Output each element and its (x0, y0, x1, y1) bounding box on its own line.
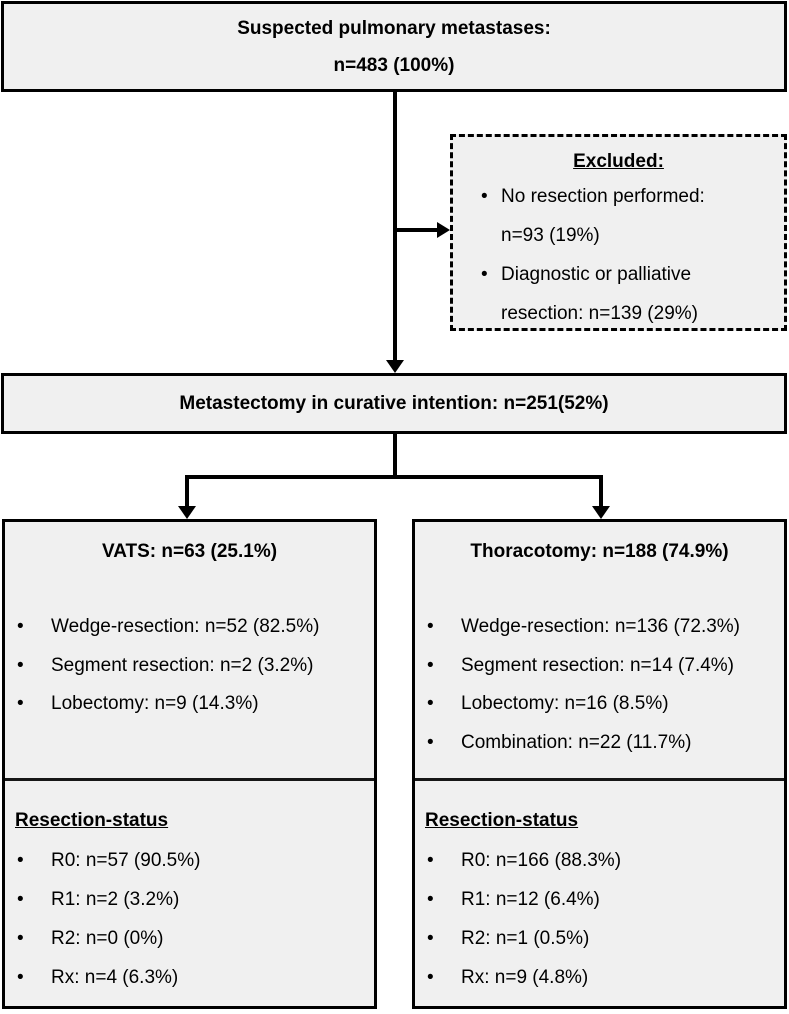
list-item-text: Wedge-resection: n=52 (82.5%) (51, 616, 320, 637)
list-item-text: R2: n=1 (0.5%) (461, 928, 590, 949)
list-item: • R2: n=1 (0.5%) (415, 919, 784, 958)
vats-status-list: • R0: n=57 (90.5%) • R1: n=2 (3.2%) • R2… (5, 841, 374, 997)
connector-top-to-middle (393, 91, 397, 361)
connector-middle-stem (393, 432, 397, 479)
list-item: • Segment resection: n=2 (3.2%) (5, 647, 374, 686)
thoracotomy-status-list: • R0: n=166 (88.3%) • R1: n=12 (6.4%) • … (415, 841, 784, 997)
bullet-icon: • (481, 264, 488, 285)
list-item-text: Lobectomy: n=9 (14.3%) (51, 693, 259, 714)
thoracotomy-resection-status-section: Resection-status • R0: n=166 (88.3%) • R… (415, 781, 784, 997)
excluded-item-text: Diagnostic or palliative resection: n=139… (501, 255, 698, 333)
excluded-item-text: No resection performed: n=93 (19%) (501, 177, 705, 255)
thoracotomy-box: Thoracotomy: n=188 (74.9%) • Wedge-resec… (412, 519, 787, 1009)
suspected-metastases-box: Suspected pulmonary metastases: n=483 (1… (1, 1, 787, 92)
vats-box: VATS: n=63 (25.1%) • Wedge-resection: n=… (2, 519, 377, 1009)
excluded-item-line2: n=93 (19%) (501, 225, 600, 246)
list-item-text: Segment resection: n=14 (7.4%) (461, 654, 735, 676)
bullet-icon: • (17, 616, 24, 637)
list-item-text: Wedge-resection: n=136 (72.3%) (461, 616, 741, 637)
list-item: • Wedge-resection: n=136 (72.3%) (415, 608, 784, 647)
list-item: • R2: n=0 (0%) (5, 919, 374, 958)
list-item: • Rx: n=4 (6.3%) (5, 958, 374, 997)
bullet-icon: • (481, 186, 488, 207)
excluded-item: • No resection performed: n=93 (19%) (453, 177, 784, 255)
list-item-text: Segment resection: n=2 (3.2%) (51, 654, 314, 676)
excluded-box: Excluded: • No resection performed: n=93 … (450, 134, 787, 331)
list-item: • R1: n=2 (3.2%) (5, 880, 374, 919)
metastectomy-box: Metastectomy in curative intention: n=25… (1, 373, 787, 434)
bullet-icon: • (17, 928, 24, 949)
thoracotomy-title: Thoracotomy: n=188 (74.9%) (470, 541, 729, 562)
arrowhead-down-icon (178, 506, 196, 519)
list-item: • Wedge-resection: n=52 (82.5%) (5, 608, 374, 647)
bullet-icon: • (427, 850, 434, 871)
list-item: • Lobectomy: n=16 (8.5%) (415, 685, 784, 724)
thoracotomy-procedure-list: • Wedge-resection: n=136 (72.3%) • Segme… (415, 608, 784, 762)
suspected-metastases-line1: Suspected pulmonary metastases: (237, 17, 551, 39)
list-item-text: Rx: n=4 (6.3%) (51, 967, 179, 988)
list-item-text: Rx: n=9 (4.8%) (461, 967, 589, 988)
list-item: • Combination: n=22 (11.7%) (415, 724, 784, 763)
list-item: • Segment resection: n=14 (7.4%) (415, 647, 784, 686)
resection-status-title: Resection-status (425, 810, 579, 831)
suspected-metastases-line2: n=483 (100%) (333, 54, 455, 76)
list-item-text: Combination: n=22 (11.7%) (461, 731, 692, 753)
excluded-item-line2: resection: n=139 (29%) (501, 303, 698, 324)
connector-to-excluded (395, 228, 439, 232)
list-item-text: R1: n=12 (6.4%) (461, 889, 600, 910)
bullet-icon: • (17, 967, 24, 988)
vats-procedure-list: • Wedge-resection: n=52 (82.5%) • Segmen… (5, 608, 374, 724)
bullet-icon: • (427, 693, 434, 714)
section-divider (415, 778, 784, 781)
vats-resection-status-section: Resection-status • R0: n=57 (90.5%) • R1… (5, 781, 374, 997)
excluded-item-line1: No resection performed: (501, 186, 705, 207)
bullet-icon: • (17, 693, 24, 714)
vats-title: VATS: n=63 (25.1%) (101, 541, 278, 562)
connector-branch-right (599, 475, 603, 508)
list-item-text: Lobectomy: n=16 (8.5%) (461, 693, 669, 714)
section-divider (5, 778, 374, 781)
list-item-text: R0: n=57 (90.5%) (51, 850, 201, 871)
list-item: • R1: n=12 (6.4%) (415, 880, 784, 919)
list-item: • R0: n=166 (88.3%) (415, 841, 784, 880)
arrowhead-down-icon (592, 506, 610, 519)
excluded-title: Excluded: (573, 151, 664, 172)
bullet-icon: • (17, 654, 24, 676)
arrowhead-right-icon (437, 222, 450, 238)
list-item-text: R1: n=2 (3.2%) (51, 889, 180, 910)
bullet-icon: • (427, 967, 434, 988)
connector-branch-horizontal (185, 475, 603, 479)
bullet-icon: • (427, 654, 434, 676)
bullet-icon: • (427, 731, 434, 753)
excluded-item-line1: Diagnostic or palliative (501, 264, 692, 285)
bullet-icon: • (17, 850, 24, 871)
connector-branch-left (185, 475, 189, 508)
bullet-icon: • (17, 889, 24, 910)
excluded-item: • Diagnostic or palliative resection: n=1… (453, 255, 784, 333)
bullet-icon: • (427, 616, 434, 637)
arrowhead-down-icon (386, 360, 404, 373)
resection-status-title: Resection-status (15, 810, 169, 831)
bullet-icon: • (427, 928, 434, 949)
list-item-text: R2: n=0 (0%) (51, 928, 164, 949)
list-item: • Rx: n=9 (4.8%) (415, 958, 784, 997)
list-item: • Lobectomy: n=9 (14.3%) (5, 685, 374, 724)
list-item-text: R0: n=166 (88.3%) (461, 850, 622, 871)
bullet-icon: • (427, 889, 434, 910)
list-item: • R0: n=57 (90.5%) (5, 841, 374, 880)
